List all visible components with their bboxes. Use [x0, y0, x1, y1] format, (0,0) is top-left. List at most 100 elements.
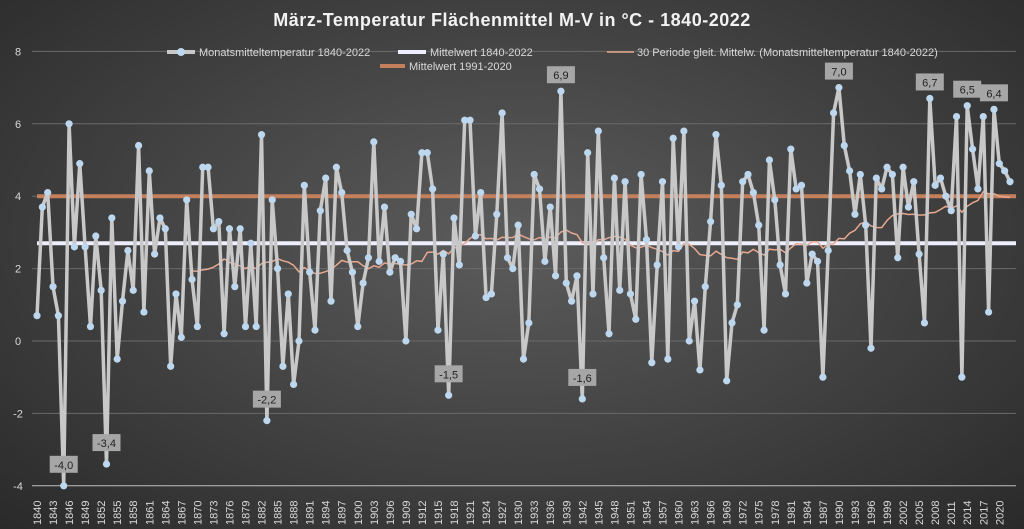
data-point [33, 312, 41, 320]
data-point [300, 181, 308, 189]
data-point [605, 330, 613, 338]
data-point [819, 373, 827, 381]
data-point [626, 290, 635, 298]
x-tick-label: 1930 [513, 501, 525, 525]
data-point [755, 221, 763, 229]
x-tick-label: 1927 [497, 501, 509, 525]
data-point [541, 257, 549, 265]
data-label: 6,5 [960, 85, 975, 97]
x-tick-label: 1888 [289, 501, 301, 525]
x-tick-label: 1858 [128, 501, 140, 525]
legend-label: Mittelwert 1840-2022 [430, 47, 533, 59]
data-point [690, 297, 699, 305]
data-point [813, 257, 822, 265]
data-point [204, 163, 212, 171]
data-point [968, 145, 977, 153]
data-point [311, 326, 319, 334]
data-point [284, 290, 292, 298]
data-point [637, 170, 645, 179]
data-point [771, 196, 779, 204]
y-tick-label: 0 [15, 336, 21, 348]
data-point [396, 257, 405, 265]
data-point [241, 322, 250, 331]
data-point [808, 250, 816, 258]
data-point [653, 261, 661, 269]
data-point [899, 163, 907, 171]
y-axis-ticks: 8 6 4 2 0 -2 -4 [13, 46, 23, 492]
legend-item-monthly: Monatsmitteltemperatur 1840-2022 [167, 47, 370, 59]
legend-label: Mittelwert 1991-2020 [409, 61, 512, 73]
data-point [803, 279, 811, 287]
data-point [450, 214, 458, 222]
data-point [621, 178, 629, 186]
legend-label: 30 Periode gleit. Mittelw. (Monatsmittel… [637, 47, 938, 59]
data-point [739, 178, 747, 186]
data-point [295, 337, 303, 345]
data-point [514, 221, 522, 229]
data-point [589, 290, 597, 298]
data-point [1001, 167, 1009, 175]
x-tick-label: 1864 [160, 501, 172, 525]
data-point [81, 243, 89, 251]
data-point [370, 138, 378, 146]
data-point [60, 482, 68, 490]
data-point [862, 221, 870, 229]
data-point [236, 225, 244, 233]
data-point [151, 250, 159, 258]
data-point [402, 337, 410, 345]
data-point [632, 315, 640, 323]
data-point [439, 250, 447, 258]
x-tick-label: 1855 [112, 501, 124, 525]
data-point [477, 188, 485, 197]
data-point [199, 163, 207, 171]
x-tick-label: 1990 [834, 501, 846, 525]
data-point [680, 127, 688, 135]
data-point [257, 131, 266, 139]
data-point [54, 312, 62, 320]
data-point [712, 131, 720, 139]
data-point [503, 254, 512, 262]
data-point [931, 181, 939, 189]
data-point [247, 239, 255, 247]
data-point [279, 362, 287, 370]
x-tick-label: 1870 [192, 501, 204, 525]
data-point [466, 116, 474, 124]
data-labels: -4,0 -3,4 -2,2 -1,5 6,9 -1,6 7,0 6,7 6,5 6,4 [49, 62, 1008, 473]
x-tick-label: 1999 [882, 501, 894, 525]
x-tick-label: 2002 [898, 501, 910, 525]
x-tick-label: 1861 [144, 501, 156, 525]
data-point [878, 185, 886, 193]
data-point [707, 217, 715, 226]
data-label: 6,9 [553, 70, 568, 82]
data-point [696, 366, 704, 374]
data-point [926, 94, 934, 103]
data-point [343, 246, 351, 255]
data-point [327, 297, 335, 305]
y-tick-label: -4 [13, 481, 23, 493]
data-label-box [92, 434, 121, 452]
data-point [306, 268, 314, 276]
data-point [209, 225, 218, 233]
data-point [867, 344, 875, 352]
data-point [375, 257, 383, 265]
data-point [445, 391, 453, 399]
data-point [102, 460, 111, 468]
data-point [952, 112, 961, 121]
data-point [776, 261, 784, 269]
x-tick-label: 1852 [96, 501, 108, 525]
data-label-box [979, 84, 1008, 102]
x-tick-label: 1954 [641, 501, 653, 525]
data-point [434, 326, 442, 334]
monthly-temperature-line [35, 85, 1012, 488]
data-point [530, 170, 538, 179]
x-tick-label: 1891 [305, 501, 317, 525]
data-label-box [915, 73, 944, 91]
data-point [161, 225, 169, 233]
data-point [856, 170, 864, 179]
data-point [658, 178, 667, 186]
data-point [760, 326, 768, 334]
data-point [193, 322, 201, 331]
data-point [765, 156, 774, 164]
x-tick-label: 1987 [818, 501, 830, 525]
data-point [348, 268, 357, 276]
